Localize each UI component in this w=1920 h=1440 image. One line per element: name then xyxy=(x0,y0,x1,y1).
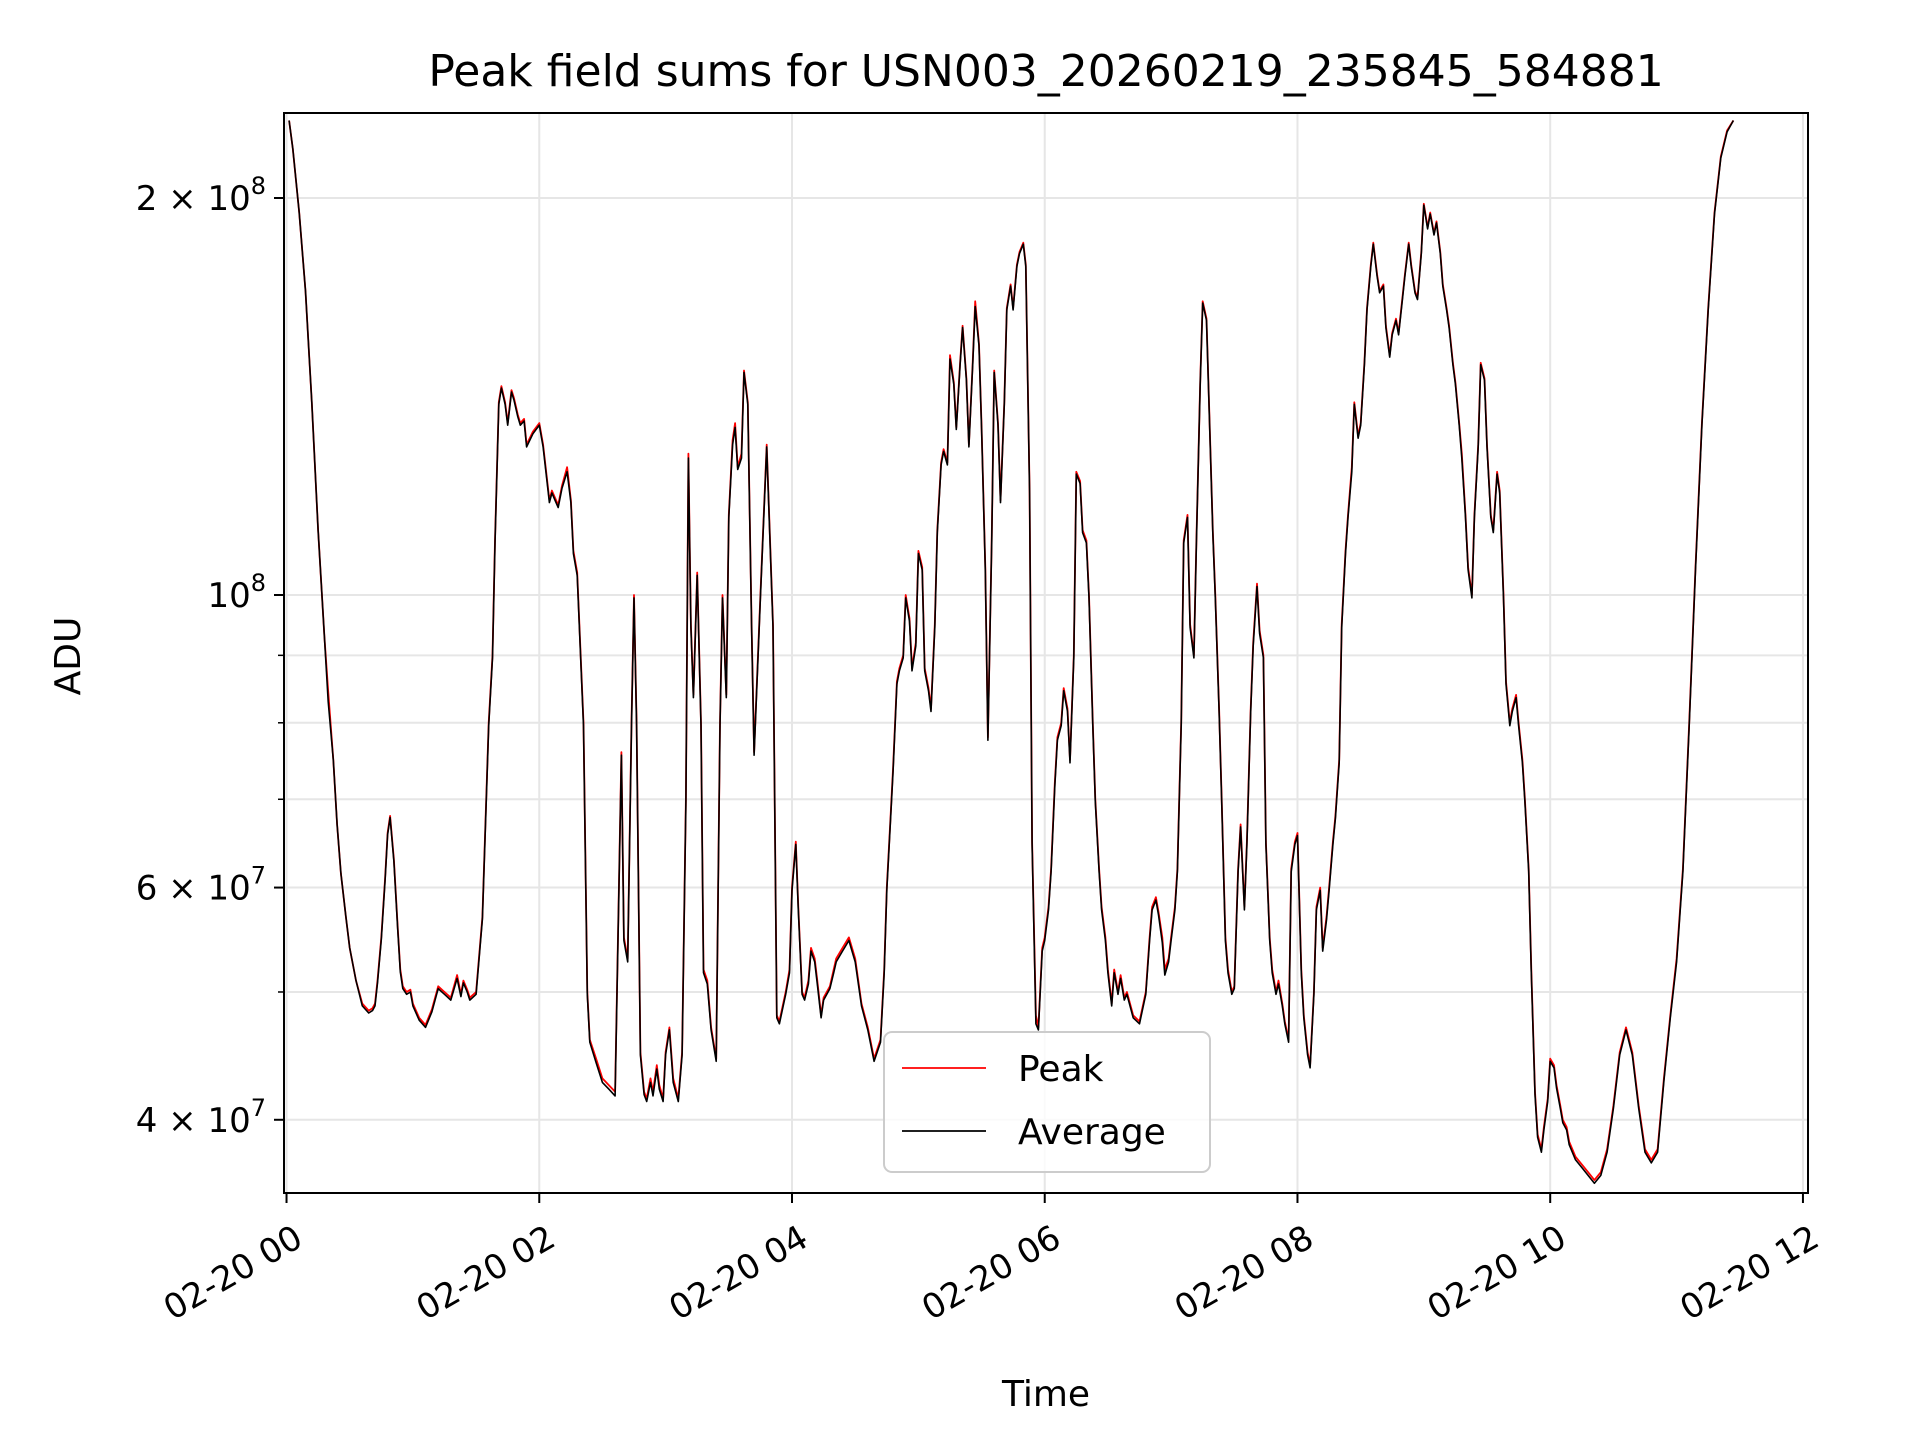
y-axis-ticks: 4 × 107 6 × 107 108 2 × 108 xyxy=(136,172,284,1141)
grid-lines xyxy=(284,113,1808,1193)
x-axis-label: Time xyxy=(1001,1374,1090,1415)
y-tick-label: 108 xyxy=(207,569,266,616)
plot-frame xyxy=(283,112,1809,1194)
plot-data-area xyxy=(288,120,1735,1185)
series-line-average xyxy=(288,120,1735,1185)
legend-box xyxy=(883,1031,1211,1173)
legend: Peak Average xyxy=(883,1031,1211,1173)
legend-label-peak: Peak xyxy=(1018,1049,1104,1090)
chart-title: Peak field sums for USN003_20260219_2358… xyxy=(428,46,1663,97)
y-tick-label: 4 × 107 xyxy=(136,1094,266,1141)
y-tick-label: 2 × 108 xyxy=(136,172,266,219)
series-lines xyxy=(288,120,1735,1185)
y-axis-label: ADU xyxy=(48,617,89,696)
y-tick-label: 6 × 107 xyxy=(136,862,266,909)
legend-label-average: Average xyxy=(1018,1112,1166,1153)
